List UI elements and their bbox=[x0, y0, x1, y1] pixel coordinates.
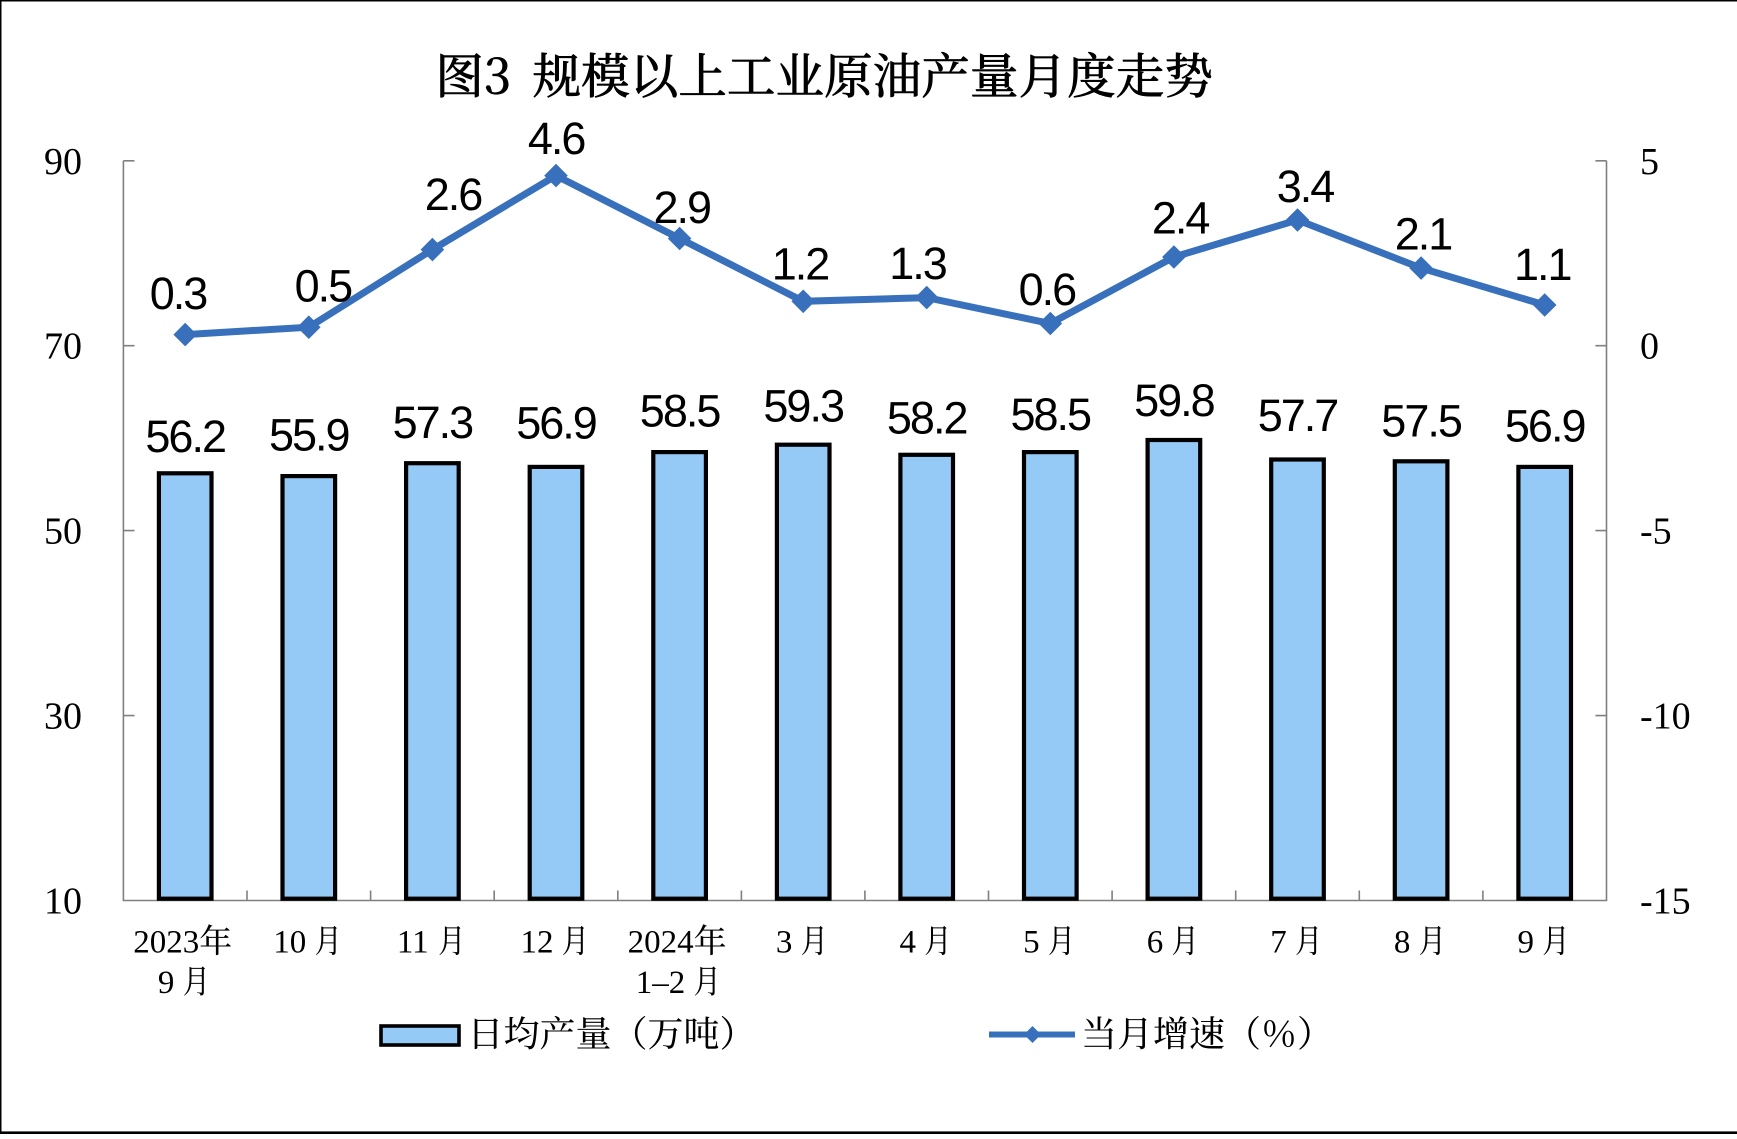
svg-text:30: 30 bbox=[44, 696, 82, 738]
svg-text:56.9: 56.9 bbox=[516, 398, 596, 449]
svg-text:59.8: 59.8 bbox=[1134, 375, 1215, 426]
svg-text:-10: -10 bbox=[1640, 696, 1691, 738]
svg-text:2.4: 2.4 bbox=[1152, 193, 1210, 244]
svg-text:59.3: 59.3 bbox=[763, 380, 844, 431]
svg-text:1.2: 1.2 bbox=[772, 239, 829, 290]
svg-text:9: 9 bbox=[1518, 925, 1535, 961]
svg-text:5: 5 bbox=[1640, 141, 1659, 183]
svg-text:57.7: 57.7 bbox=[1258, 390, 1338, 441]
svg-text:8: 8 bbox=[1394, 925, 1411, 961]
svg-text:1.3: 1.3 bbox=[889, 238, 947, 289]
svg-text:4: 4 bbox=[900, 925, 917, 961]
svg-text:9: 9 bbox=[158, 965, 175, 1001]
svg-text:70: 70 bbox=[44, 326, 82, 368]
svg-text:2.1: 2.1 bbox=[1395, 208, 1452, 259]
svg-text:1–2: 1–2 bbox=[636, 965, 686, 1001]
svg-text:56.9: 56.9 bbox=[1505, 400, 1585, 451]
svg-text:3.4: 3.4 bbox=[1277, 161, 1335, 212]
svg-text:12: 12 bbox=[521, 925, 554, 961]
svg-text:2023: 2023 bbox=[133, 925, 199, 961]
svg-text:58.5: 58.5 bbox=[1011, 389, 1092, 440]
svg-text:0.5: 0.5 bbox=[295, 261, 353, 312]
svg-text:58.2: 58.2 bbox=[887, 392, 967, 443]
svg-text:2.9: 2.9 bbox=[654, 182, 711, 233]
svg-text:1.1: 1.1 bbox=[1514, 239, 1571, 290]
svg-text:58.5: 58.5 bbox=[640, 385, 721, 436]
svg-text:2024: 2024 bbox=[628, 925, 694, 961]
svg-text:6: 6 bbox=[1147, 925, 1164, 961]
svg-text:11: 11 bbox=[397, 925, 429, 961]
svg-text:0: 0 bbox=[1640, 326, 1659, 368]
svg-text:7: 7 bbox=[1270, 925, 1287, 961]
svg-text:57.5: 57.5 bbox=[1381, 396, 1462, 447]
svg-text:50: 50 bbox=[44, 511, 82, 553]
svg-text:4.6: 4.6 bbox=[528, 113, 586, 164]
svg-text:2.6: 2.6 bbox=[425, 169, 483, 220]
svg-text:10: 10 bbox=[44, 881, 82, 923]
svg-text:-5: -5 bbox=[1640, 511, 1672, 553]
svg-text:5: 5 bbox=[1023, 925, 1040, 961]
svg-text:0.3: 0.3 bbox=[150, 268, 208, 319]
svg-text:55.9: 55.9 bbox=[269, 410, 349, 461]
svg-text:0.6: 0.6 bbox=[1019, 264, 1077, 315]
svg-text:-15: -15 bbox=[1640, 881, 1691, 923]
svg-text:90: 90 bbox=[44, 141, 82, 183]
svg-text:10: 10 bbox=[273, 925, 306, 961]
svg-text:56.2: 56.2 bbox=[145, 411, 225, 462]
svg-text:57.3: 57.3 bbox=[393, 397, 474, 448]
svg-text:3: 3 bbox=[776, 925, 793, 961]
